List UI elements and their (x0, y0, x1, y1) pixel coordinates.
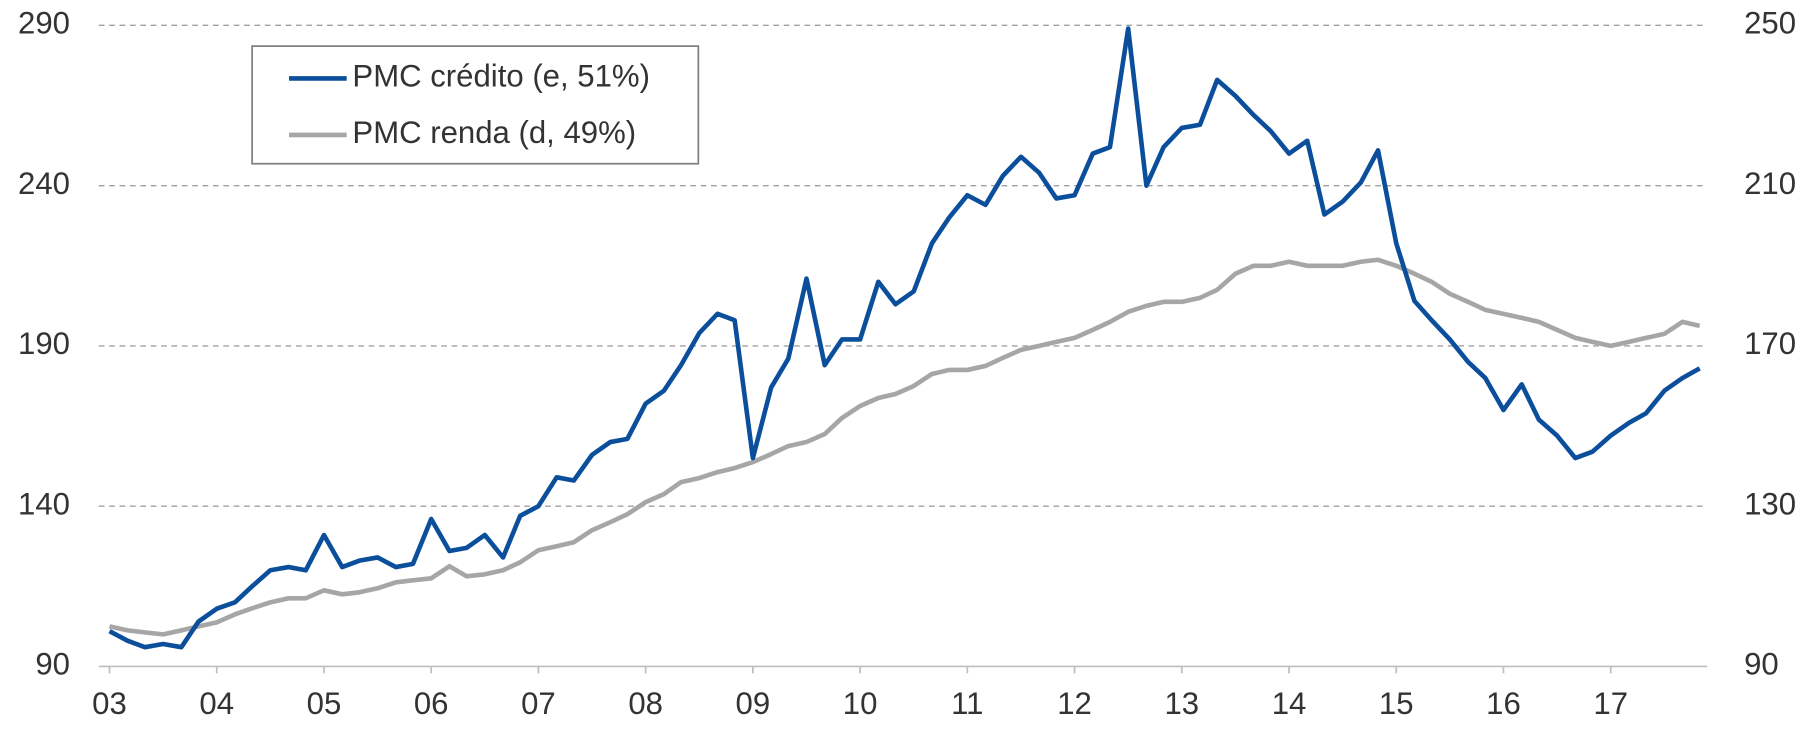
x-tick-label: 06 (414, 686, 449, 721)
x-tick-label: 08 (628, 686, 663, 721)
y2-tick-label: 170 (1744, 326, 1796, 361)
x-tick-label: 07 (521, 686, 556, 721)
x-tick-label: 12 (1057, 686, 1092, 721)
y-tick-label: 290 (18, 6, 70, 41)
x-tick-label: 05 (307, 686, 342, 721)
y-tick-label: 240 (18, 166, 70, 201)
y-tick-label: 190 (18, 326, 70, 361)
x-tick-label: 03 (92, 686, 127, 721)
y-tick-label: 140 (18, 486, 70, 521)
x-tick-label: 13 (1164, 686, 1199, 721)
x-tick-label: 10 (843, 686, 878, 721)
series-line (109, 257, 1701, 637)
legend-label: PMC renda (d, 49%) (352, 115, 636, 150)
x-tick-label: 15 (1379, 686, 1414, 721)
x-tick-label: 17 (1593, 686, 1628, 721)
x-tick-label: 16 (1486, 686, 1521, 721)
x-tick-label: 04 (199, 686, 234, 721)
y-tick-label: 90 (35, 647, 70, 682)
legend: PMC crédito (e, 51%) PMC renda (d, 49%) (251, 45, 700, 165)
x-tick-label: 09 (736, 686, 771, 721)
legend-label: PMC crédito (e, 51%) (352, 59, 650, 94)
y2-tick-label: 130 (1744, 486, 1796, 521)
y2-tick-label: 90 (1744, 647, 1779, 682)
legend-box (251, 45, 700, 165)
y2-tick-label: 210 (1744, 166, 1796, 201)
series-line (108, 26, 1701, 650)
x-tick-label: 14 (1272, 686, 1307, 721)
x-tick-label: 11 (951, 686, 983, 721)
y2-tick-label: 250 (1744, 6, 1796, 41)
